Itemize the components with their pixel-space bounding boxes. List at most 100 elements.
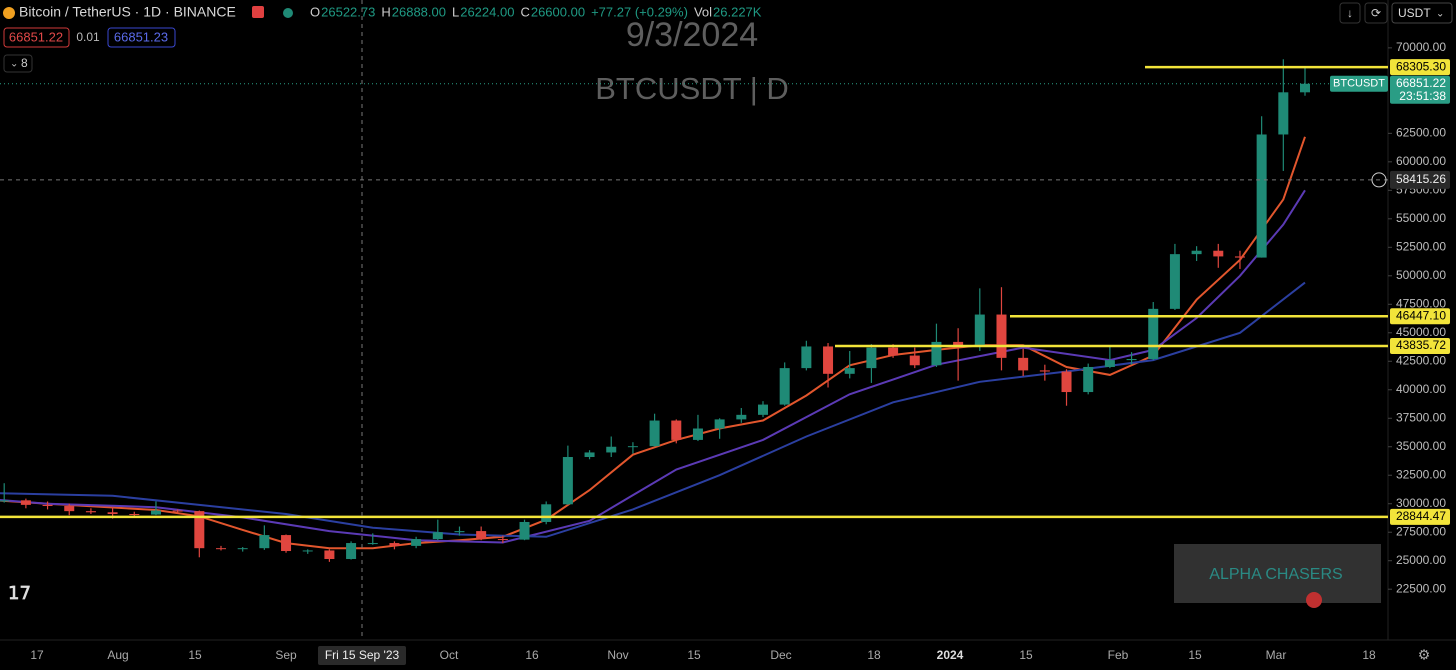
candle-body bbox=[216, 548, 226, 550]
candle-body bbox=[519, 521, 530, 540]
candle-body bbox=[302, 550, 313, 552]
candle-body bbox=[584, 452, 595, 458]
candle-body bbox=[411, 539, 422, 546]
ohlc-key: O bbox=[310, 4, 320, 19]
ohlc-key: H bbox=[381, 4, 390, 19]
currency-select[interactable] bbox=[1391, 2, 1453, 24]
countdown: 23:51:38 bbox=[1399, 89, 1446, 103]
y-tick-label: 47500.00 bbox=[1396, 296, 1446, 310]
symbol-label: BTCUSDT bbox=[1333, 78, 1385, 90]
chevron[interactable]: ⌄ bbox=[10, 59, 18, 70]
candle-body bbox=[324, 550, 335, 560]
y-tick-label: 70000.00 bbox=[1396, 40, 1446, 54]
indicators-count[interactable]: 8 bbox=[21, 56, 28, 70]
candle-body bbox=[541, 504, 552, 522]
branding: ALPHA CHASERS bbox=[1209, 566, 1342, 583]
candle-body bbox=[432, 532, 443, 540]
candle-body bbox=[1039, 370, 1050, 372]
candle-body bbox=[1148, 308, 1159, 359]
candle-body bbox=[194, 511, 205, 549]
download-icon[interactable]: ↓ bbox=[1347, 6, 1353, 20]
candle-body bbox=[150, 510, 161, 515]
x-tick-label: Oct bbox=[440, 648, 459, 662]
candle-body bbox=[953, 341, 964, 346]
buy-box[interactable] bbox=[107, 27, 176, 48]
download-button[interactable] bbox=[1339, 2, 1361, 24]
candle-body bbox=[64, 506, 75, 512]
chevron[interactable]: ⌄ bbox=[1436, 9, 1444, 20]
flag-icon bbox=[1306, 592, 1322, 608]
y-tick-label: 62500.00 bbox=[1396, 126, 1446, 140]
settings-icon[interactable]: ⚙ bbox=[1418, 647, 1431, 663]
x-tick-label: 18 bbox=[1362, 648, 1376, 662]
symbol-icon bbox=[3, 7, 15, 19]
x-tick-label: Feb bbox=[1108, 648, 1129, 662]
candle-body bbox=[823, 346, 834, 374]
candle-body bbox=[237, 548, 248, 550]
price-axis: 70000.0062500.0060000.0057500.0055000.00… bbox=[1330, 40, 1450, 595]
candle-body bbox=[888, 347, 899, 356]
level-label-box bbox=[1390, 308, 1450, 325]
candle-body bbox=[606, 446, 617, 453]
y-tick-label: 45000.00 bbox=[1396, 325, 1446, 339]
level-label-box bbox=[1390, 508, 1450, 525]
candle-body bbox=[1256, 134, 1267, 258]
candle-body bbox=[692, 428, 703, 440]
candle-body bbox=[844, 368, 855, 374]
candle-body bbox=[714, 419, 725, 429]
x-tick-label: 15 bbox=[687, 648, 701, 662]
candle-body bbox=[1018, 357, 1029, 371]
y-tick-label: 37500.00 bbox=[1396, 410, 1446, 424]
candle-body bbox=[909, 355, 920, 366]
crosshair-date: Fri 15 Sep '23 bbox=[325, 648, 400, 662]
candle-body bbox=[172, 510, 183, 512]
crosshair-box bbox=[1390, 170, 1450, 189]
candle-body bbox=[454, 531, 465, 533]
y-tick-label: 42500.00 bbox=[1396, 353, 1446, 367]
level-label-box bbox=[1390, 338, 1450, 355]
x-tick-label: Mar bbox=[1266, 648, 1287, 662]
candle-body bbox=[562, 457, 573, 505]
watermark: 9/3/2024 BTCUSDT | D bbox=[595, 16, 789, 106]
ohlc-key: C bbox=[520, 4, 529, 19]
candle-body bbox=[627, 446, 638, 448]
buy-price[interactable]: 66851.23 bbox=[114, 29, 168, 44]
crosshair-date-box bbox=[318, 646, 406, 665]
candle-body bbox=[1126, 358, 1137, 361]
branding-box bbox=[1174, 544, 1381, 603]
candle-body bbox=[42, 504, 53, 507]
sell-price[interactable]: 66851.22 bbox=[9, 29, 63, 44]
candle-body bbox=[281, 535, 292, 552]
currency[interactable]: USDT bbox=[1398, 6, 1431, 20]
vol-key: Vol bbox=[694, 4, 712, 19]
sell-box[interactable] bbox=[3, 27, 70, 48]
level-label: 43835.72 bbox=[1396, 338, 1446, 352]
y-tick-label: 40000.00 bbox=[1396, 382, 1446, 396]
candle-body bbox=[20, 500, 31, 505]
x-tick-label: 15 bbox=[1019, 648, 1033, 662]
ohlc-value: 26600.00 bbox=[531, 4, 585, 19]
candle-body bbox=[996, 314, 1007, 358]
y-tick-label: 22500.00 bbox=[1396, 581, 1446, 595]
candle-body bbox=[1278, 92, 1289, 135]
candle-body bbox=[129, 513, 140, 515]
refresh-button[interactable] bbox=[1364, 2, 1388, 24]
candle-body bbox=[259, 535, 270, 549]
candle-body bbox=[0, 500, 10, 502]
ohlc-value: 26224.00 bbox=[460, 4, 514, 19]
y-tick-label: 30000.00 bbox=[1396, 496, 1446, 510]
x-tick-label: 16 bbox=[525, 648, 539, 662]
y-tick-label: 27500.00 bbox=[1396, 524, 1446, 538]
y-tick-label: 32500.00 bbox=[1396, 467, 1446, 481]
candle-body bbox=[1234, 256, 1245, 258]
x-tick-label: 15 bbox=[1188, 648, 1202, 662]
level-label-box bbox=[1390, 59, 1450, 76]
refresh-icon[interactable]: ⟳ bbox=[1371, 6, 1381, 20]
candle-body bbox=[974, 314, 985, 346]
indicators-toggle[interactable] bbox=[3, 54, 33, 73]
live-dot bbox=[283, 8, 293, 18]
last-price-label: 66851.22 bbox=[1396, 76, 1446, 90]
candle-body bbox=[931, 341, 942, 366]
level-label: 28844.47 bbox=[1396, 509, 1446, 523]
candle-body bbox=[1300, 83, 1310, 93]
